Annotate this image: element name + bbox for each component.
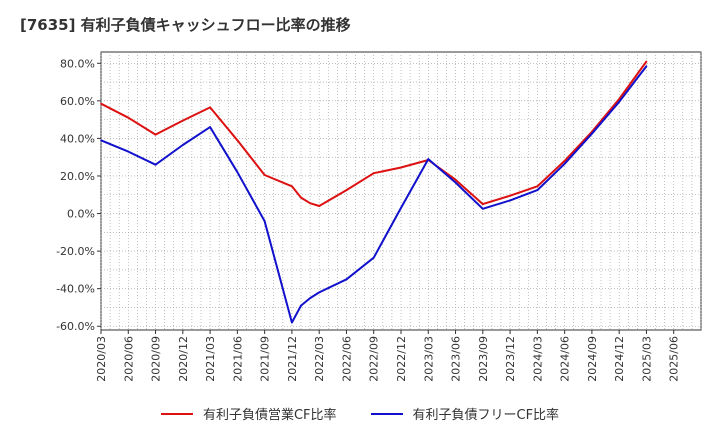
x-tick-label: 2023/12 <box>504 336 517 382</box>
x-tick-label: 2022/12 <box>395 336 408 382</box>
data-point-free-cf <box>154 163 157 166</box>
x-tick-label: 2024/06 <box>559 336 572 382</box>
data-point-free-cf <box>563 163 566 165</box>
data-point-operating-cf <box>400 166 402 169</box>
data-point-operating-cf <box>645 60 648 63</box>
data-point-free-cf <box>427 158 430 160</box>
data-point-free-cf <box>618 101 620 103</box>
legend-item-operating-cf: 有利子負債営業CF比率 <box>160 404 337 423</box>
data-point-free-cf <box>263 220 266 222</box>
y-tick-label: -60.0% <box>56 320 95 333</box>
data-point-free-cf <box>309 297 311 299</box>
x-tick-label: 2024/03 <box>531 336 544 382</box>
data-point-free-cf <box>182 144 184 146</box>
data-point-free-cf <box>318 291 321 294</box>
x-tick-label: 2021/12 <box>286 336 299 382</box>
data-point-operating-cf <box>536 185 539 188</box>
data-point-operating-cf <box>209 106 211 109</box>
x-tick-label: 2020/03 <box>95 336 108 382</box>
x-tick-label: 2020/09 <box>150 336 163 382</box>
y-tick-label: 20.0% <box>60 170 95 183</box>
x-tick-label: 2020/12 <box>177 336 190 382</box>
x-tick-label: 2021/06 <box>231 336 244 382</box>
data-point-operating-cf <box>309 202 311 204</box>
data-point-operating-cf <box>291 185 293 188</box>
data-point-operating-cf <box>236 139 239 142</box>
data-point-operating-cf <box>372 172 375 174</box>
data-point-free-cf <box>345 278 348 281</box>
data-point-free-cf <box>591 132 593 135</box>
x-tick-label: 2021/03 <box>204 336 217 382</box>
x-tick-label: 2021/09 <box>259 336 272 382</box>
data-point-free-cf <box>300 304 302 307</box>
legend-label-operating-cf: 有利子負債営業CF比率 <box>202 408 337 423</box>
chart-title: [7635] 有利子負債キャッシュフロー比率の推移 <box>20 16 351 34</box>
data-point-free-cf <box>372 256 375 259</box>
data-point-free-cf <box>291 321 293 324</box>
data-point-free-cf <box>100 139 102 142</box>
legend: 有利子負債営業CF比率 有利子負債フリーCF比率 <box>0 404 720 423</box>
data-point-operating-cf <box>618 98 620 100</box>
legend-swatch-free-cf <box>370 412 403 415</box>
y-tick-label: -40.0% <box>56 283 95 296</box>
data-point-free-cf <box>509 199 511 202</box>
y-tick-label: 60.0% <box>60 95 95 108</box>
data-point-operating-cf <box>127 116 130 119</box>
data-point-operating-cf <box>154 133 157 136</box>
data-point-operating-cf <box>509 194 511 197</box>
x-tick-label: 2025/03 <box>640 336 653 382</box>
data-point-free-cf <box>400 207 402 209</box>
data-point-free-cf <box>236 171 239 173</box>
data-point-free-cf <box>536 189 539 191</box>
x-tick-label: 2023/09 <box>477 336 490 382</box>
x-tick-label: 2023/03 <box>422 336 435 382</box>
y-tick-label: 80.0% <box>60 57 95 70</box>
x-tick-label: 2022/09 <box>368 336 381 382</box>
data-point-operating-cf <box>263 174 266 176</box>
x-tick-label: 2024/12 <box>613 336 626 382</box>
x-tick-label: 2020/06 <box>122 336 135 382</box>
legend-item-free-cf: 有利子負債フリーCF比率 <box>370 404 560 423</box>
legend-swatch-operating-cf <box>160 412 193 415</box>
data-point-operating-cf <box>345 189 348 191</box>
x-tick-label: 2024/09 <box>586 336 599 382</box>
data-point-free-cf <box>482 208 484 210</box>
x-tick-label: 2022/03 <box>313 336 326 382</box>
y-tick-label: -20.0% <box>56 245 95 258</box>
x-tick-label: 2023/06 <box>450 336 463 382</box>
legend-label-free-cf: 有利子負債フリーCF比率 <box>412 408 560 423</box>
data-point-operating-cf <box>100 102 102 105</box>
data-point-operating-cf <box>318 205 321 207</box>
x-tick-label: 2022/06 <box>340 336 353 382</box>
data-point-free-cf <box>127 150 130 153</box>
data-point-operating-cf <box>300 196 302 199</box>
y-tick-label: 0.0% <box>67 208 95 221</box>
data-point-free-cf <box>454 181 457 184</box>
data-point-operating-cf <box>454 178 457 181</box>
y-tick-label: 40.0% <box>60 132 95 145</box>
data-point-operating-cf <box>482 203 484 205</box>
data-point-operating-cf <box>563 160 566 162</box>
data-point-free-cf <box>209 126 211 128</box>
data-point-operating-cf <box>182 119 184 122</box>
x-tick-label: 2025/06 <box>668 336 681 382</box>
data-point-free-cf <box>645 65 648 67</box>
